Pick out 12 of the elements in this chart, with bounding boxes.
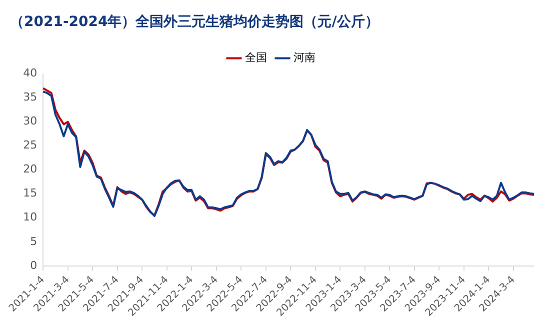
legend-label: 河南	[294, 51, 316, 64]
y-tick-label: 20	[23, 162, 38, 176]
chart-title: （2021-2024年）全国外三元生猪均价走势图（元/公斤）	[10, 13, 379, 30]
y-tick-label: 35	[23, 90, 38, 104]
y-tick-label: 10	[23, 210, 38, 224]
y-tick-label: 25	[23, 138, 38, 152]
y-tick-label: 5	[30, 234, 38, 248]
y-tick-label: 0	[30, 258, 38, 272]
y-tick-label: 40	[23, 66, 38, 80]
legend-label: 全国	[245, 51, 267, 64]
y-tick-label: 30	[23, 114, 38, 128]
y-tick-label: 15	[23, 186, 38, 200]
